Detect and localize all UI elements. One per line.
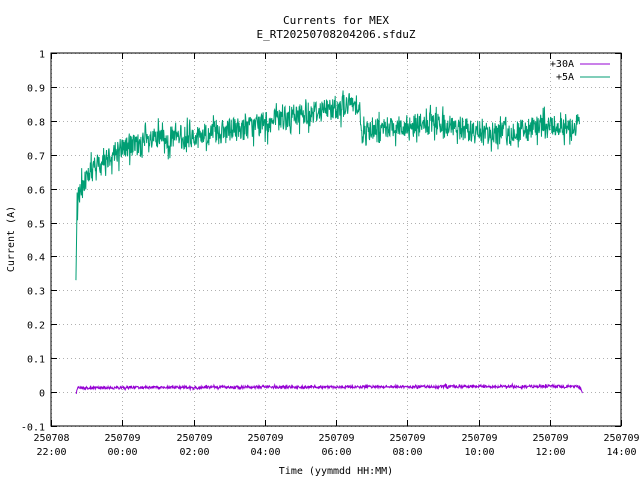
series-line-0 xyxy=(75,382,583,395)
x-tick-date: 250709 xyxy=(247,433,283,444)
y-tick-label: 0.9 xyxy=(27,84,45,95)
x-tick-time: 06:00 xyxy=(321,447,351,458)
x-tick-time: 04:00 xyxy=(250,447,280,458)
x-tick-date: 250709 xyxy=(603,433,639,444)
legend: +30A +5A xyxy=(550,59,610,83)
x-tick-time: 12:00 xyxy=(535,447,565,458)
y-axis-ticks: -0.1 0 0.1 0.2 0.3 0.4 0.5 0.6 0.7 0.8 0.9 1 xyxy=(21,50,621,434)
y-tick-label: 0.6 xyxy=(27,186,45,197)
x-tick-time: 02:00 xyxy=(179,447,209,458)
x-axis-ticks: 250708 22:00 250709 00:00 250709 02:00 250709 0… xyxy=(33,53,640,458)
x-tick-time: 22:00 xyxy=(36,447,66,458)
x-tick-time: 00:00 xyxy=(107,447,137,458)
grid xyxy=(51,53,622,427)
y-tick-label: -0.1 xyxy=(21,423,45,434)
y-tick-label: 0.5 xyxy=(27,220,45,231)
x-tick-date: 250709 xyxy=(104,433,140,444)
y-tick-label: 0.4 xyxy=(27,253,45,264)
chart-subtitle: E_RT20250708204206.sfduZ xyxy=(257,28,416,41)
y-tick-label: 0.8 xyxy=(27,118,45,129)
x-tick-date: 250709 xyxy=(318,433,354,444)
y-tick-label: 1 xyxy=(39,50,45,61)
x-tick-date: 250709 xyxy=(532,433,568,444)
x-tick-date: 250709 xyxy=(176,433,212,444)
series-layer xyxy=(75,90,583,395)
y-tick-label: 0.7 xyxy=(27,152,45,163)
x-axis-label: Time (yymmdd HH:MM) xyxy=(279,466,393,477)
series-line-1 xyxy=(75,90,580,281)
x-tick-time: 14:00 xyxy=(606,447,636,458)
y-tick-label: 0.1 xyxy=(27,355,45,366)
legend-label-5a: +5A xyxy=(556,72,574,83)
y-axis-label: Current (A) xyxy=(6,206,17,272)
x-tick-time: 08:00 xyxy=(392,447,422,458)
x-tick-time: 10:00 xyxy=(464,447,494,458)
y-tick-label: 0.2 xyxy=(27,321,45,332)
x-tick-date: 250709 xyxy=(389,433,425,444)
x-tick-date: 250708 xyxy=(33,433,69,444)
plot-border xyxy=(50,52,622,427)
legend-label-30a: +30A xyxy=(550,59,574,70)
y-tick-label: 0 xyxy=(39,389,45,400)
y-tick-label: 0.3 xyxy=(27,287,45,298)
x-tick-date: 250709 xyxy=(461,433,497,444)
chart-title: Currents for MEX xyxy=(283,14,389,27)
